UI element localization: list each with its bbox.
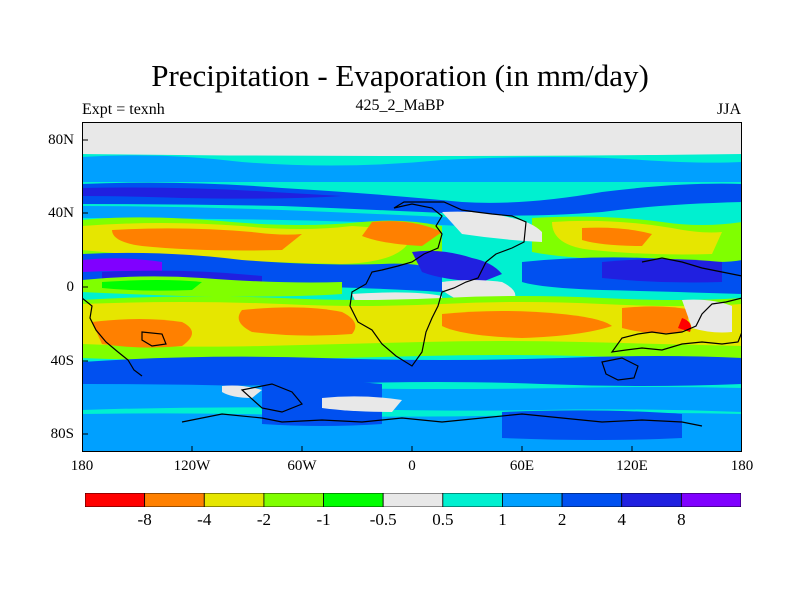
chart-title: Precipitation - Evaporation (in mm/day) — [151, 58, 649, 93]
x-tick-label: 0 — [408, 458, 416, 474]
colorbar-swatch — [442, 493, 503, 507]
colorbar-label: -4 — [197, 510, 212, 529]
y-tick-label: 40N — [48, 205, 74, 221]
y-tick-label: 80N — [48, 132, 74, 148]
colorbar-label: 0.5 — [432, 510, 454, 529]
colorbar-label: 1 — [498, 510, 507, 529]
center-subtitle: 425_2_MaBP — [355, 97, 445, 114]
colorbar-swatch — [323, 493, 384, 507]
colorbar-swatch — [85, 493, 146, 507]
colorbar-label: 8 — [677, 510, 686, 529]
colorbar-label: -1 — [316, 510, 331, 529]
coastlines — [82, 201, 742, 427]
colorbar-swatch — [561, 493, 623, 507]
colorbar-label: -0.5 — [369, 510, 397, 529]
colorbar-swatch — [144, 493, 205, 507]
x-tick-label: 120W — [173, 458, 211, 474]
x-tick-label: 180 — [730, 458, 754, 474]
y-tick-label: 80S — [50, 426, 74, 442]
colorbar-label: 4 — [617, 510, 626, 529]
y-tick-label: 40S — [50, 353, 74, 369]
colorbar-label: 2 — [557, 510, 567, 529]
y-tick-label: 0 — [66, 279, 75, 295]
colorbar-swatch — [203, 493, 265, 507]
colorbar — [85, 493, 741, 507]
north-midlat-band — [82, 155, 742, 182]
south-storm-track — [82, 356, 742, 386]
colorbar-swatch — [502, 493, 563, 507]
colorbar-swatch — [680, 493, 741, 507]
experiment-label: Expt = texnh — [82, 101, 165, 118]
x-tick-label: 120E — [616, 458, 648, 474]
colorbar-swatch — [263, 493, 324, 507]
x-tick-label: 180 — [70, 458, 94, 474]
x-tick-label: 60E — [509, 458, 535, 474]
polar-north-band — [82, 122, 742, 154]
colorbar-swatch — [382, 493, 444, 507]
map-plot — [82, 122, 742, 452]
colorbar-label: -2 — [256, 510, 271, 529]
x-tick-label: 60W — [287, 458, 317, 474]
season-label: JJA — [716, 101, 741, 118]
axis-ticks — [82, 139, 742, 452]
north-dry-core-1 — [112, 228, 302, 251]
colorbar-swatch — [621, 493, 682, 507]
colorbar-label: -8 — [137, 510, 152, 529]
